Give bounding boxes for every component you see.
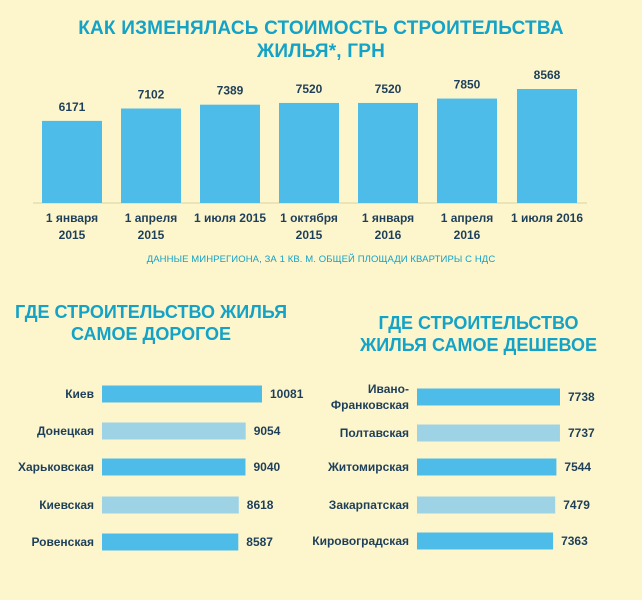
- expensive-chart-title: ГДЕ СТРОИТЕЛЬСТВО ЖИЛЬЯ САМОЕ ДОРОГОЕ: [0, 301, 302, 345]
- x-tick-label: 1 июля 2016: [511, 211, 583, 225]
- expensive-title-line-1: ГДЕ СТРОИТЕЛЬСТВО ЖИЛЬЯ: [14, 302, 288, 322]
- chart-title-line-1: КАК ИЗМЕНЯЛАСЬ СТОИМОСТЬ СТРОИТЕЛЬСТВА: [78, 18, 564, 39]
- cheap-category-label: Ивано- Франковская: [331, 382, 409, 412]
- expensive-category-label: Киевская: [39, 498, 94, 512]
- source-note: ДАННЫЕ МИНРЕГИОНА, ЗА 1 КВ. М. ОБЩЕЙ ПЛО…: [146, 254, 496, 265]
- cheap-category-label-line: Житомирская: [327, 460, 409, 474]
- data-label: 7520: [296, 82, 323, 96]
- cheap-bar: [417, 388, 560, 406]
- data-label: 7850: [454, 78, 481, 92]
- expensive-category-label: Донецкая: [37, 424, 94, 438]
- x-tick-label-line: 2016: [375, 228, 402, 242]
- expensive-category-label-line: Донецкая: [37, 424, 94, 438]
- x-tick-label-line: 1 октября: [280, 211, 338, 225]
- x-tick-label-line: 2015: [59, 228, 86, 242]
- expensive-data-label: 8587: [246, 535, 273, 549]
- expensive-category-label-line: Харьковская: [18, 460, 94, 474]
- cheap-chart-title: ГДЕ СТРОИТЕЛЬСТВО ЖИЛЬЯ САМОЕ ДЕШЕВОЕ: [315, 312, 642, 356]
- expensive-data-label: 9054: [254, 424, 281, 438]
- cheap-bar: [417, 424, 560, 442]
- expensive-category-label: Ровенская: [31, 535, 94, 549]
- chart-title: КАК ИЗМЕНЯЛАСЬ СТОИМОСТЬ СТРОИТЕЛЬСТВА Ж…: [0, 17, 642, 63]
- cheap-data-label: 7479: [563, 498, 590, 512]
- x-tick-label-line: 2016: [454, 228, 481, 242]
- x-tick-label-line: 1 апреля: [125, 211, 178, 225]
- expensive-category-label: Киев: [65, 387, 94, 401]
- chart-title-line-2: ЖИЛЬЯ*, ГРН: [256, 41, 386, 62]
- expensive-category-label-line: Киевская: [39, 498, 94, 512]
- cheap-category-label-line: Полтавская: [340, 426, 409, 440]
- expensive-bar: [102, 533, 239, 551]
- cheap-category-label: Житомирская: [327, 460, 409, 474]
- data-label: 7102: [138, 88, 165, 102]
- expensive-bar: [102, 422, 246, 440]
- expensive-category-label-line: Киев: [65, 387, 94, 401]
- x-tick-label-line: 1 января: [46, 211, 98, 225]
- cheap-data-label: 7737: [568, 426, 595, 440]
- bar: [279, 102, 339, 203]
- bar: [517, 89, 577, 203]
- expensive-data-label: 8618: [247, 498, 274, 512]
- cheap-bar: [417, 532, 554, 550]
- data-label: 8568: [534, 68, 561, 82]
- expensive-title-line-2: САМОЕ ДОРОГОЕ: [70, 324, 232, 344]
- cheap-category-label-line: Франковская: [331, 398, 409, 412]
- expensive-data-label: 10081: [270, 387, 304, 401]
- x-tick-label: 1 октября 2015: [280, 211, 338, 242]
- cheap-category-label: Кировоградская: [312, 534, 409, 548]
- bar: [358, 102, 418, 203]
- x-tick-label: 1 июля 2015: [194, 211, 266, 225]
- expensive-bar: [102, 458, 246, 476]
- x-tick-label-line: 1 апреля: [441, 211, 494, 225]
- bar: [121, 108, 181, 203]
- x-tick-label: 1 января 2016: [362, 211, 414, 242]
- x-tick-label: 1 апреля 2016: [441, 211, 494, 242]
- x-tick-label: 1 января 2015: [46, 211, 98, 242]
- cheap-category-label-line: Кировоградская: [312, 534, 409, 548]
- data-label: 6171: [59, 100, 86, 114]
- cheap-data-label: 7544: [564, 460, 591, 474]
- cheap-category-label: Закарпатская: [329, 498, 409, 512]
- bar: [437, 98, 497, 203]
- cheap-title-line-2: ЖИЛЬЯ САМОЕ ДЕШЕВОЕ: [359, 335, 598, 355]
- bar: [200, 104, 260, 203]
- cheap-data-label: 7363: [561, 534, 588, 548]
- cheap-category-label: Полтавская: [340, 426, 409, 440]
- x-tick-label-line: 1 июля 2015: [194, 211, 266, 225]
- cheap-title-line-1: ГДЕ СТРОИТЕЛЬСТВО: [378, 313, 579, 333]
- data-label: 7520: [375, 82, 402, 96]
- x-tick-label-line: 2015: [138, 228, 165, 242]
- x-tick-label-line: 2015: [296, 228, 323, 242]
- data-label: 7389: [217, 84, 244, 98]
- expensive-category-label-line: Ровенская: [31, 535, 94, 549]
- cheap-data-label: 7738: [568, 390, 595, 404]
- x-tick-label: 1 апреля 2015: [125, 211, 178, 242]
- cheap-category-label-line: Закарпатская: [329, 498, 409, 512]
- x-tick-label-line: 1 января: [362, 211, 414, 225]
- expensive-category-label: Харьковская: [18, 460, 94, 474]
- expensive-data-label: 9040: [253, 460, 280, 474]
- cheap-bar: [417, 458, 557, 476]
- cheap-bar: [417, 496, 556, 514]
- x-tick-label-line: 1 июля 2016: [511, 211, 583, 225]
- expensive-bar: [102, 496, 239, 514]
- bar: [42, 120, 102, 203]
- cheap-category-label-line: Ивано-: [368, 382, 409, 396]
- expensive-bar: [102, 385, 262, 403]
